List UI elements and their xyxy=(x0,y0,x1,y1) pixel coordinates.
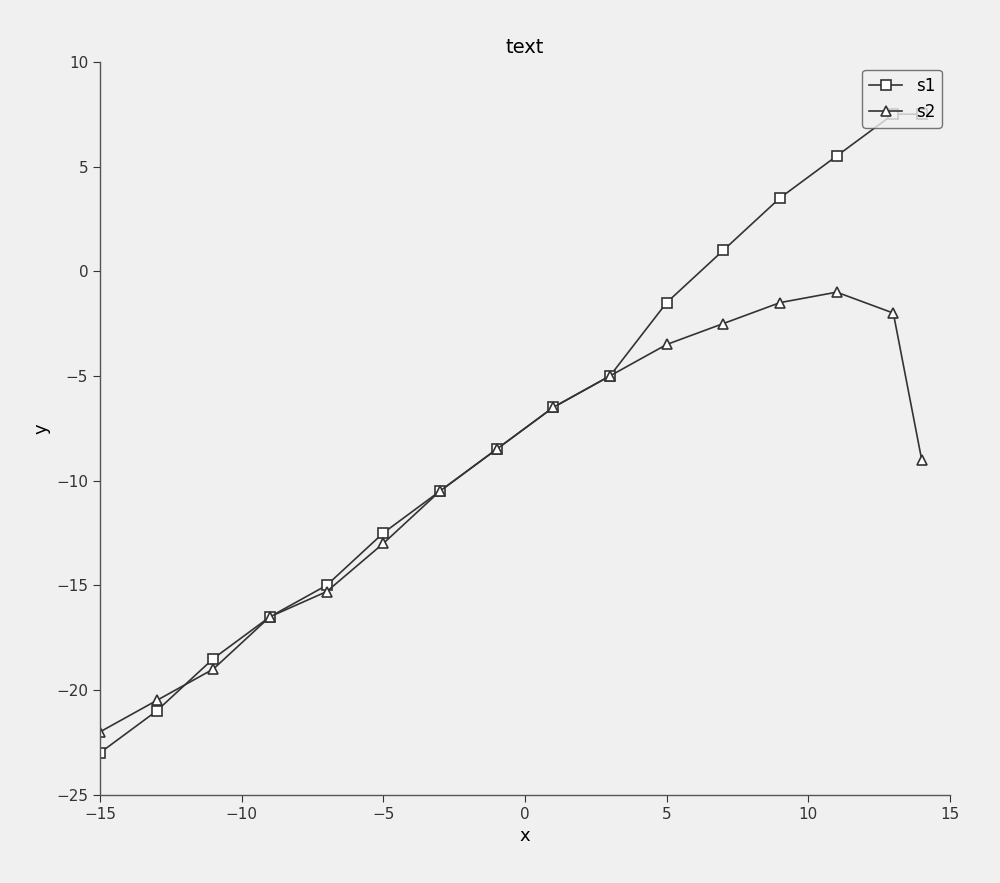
s2 xyxy=(547,402,559,412)
s2 xyxy=(151,695,163,706)
s1 xyxy=(831,151,843,162)
s1 xyxy=(547,402,559,412)
s1 xyxy=(264,611,276,622)
Y-axis label: y: y xyxy=(33,423,51,434)
s2 xyxy=(264,611,276,622)
X-axis label: x: x xyxy=(520,827,530,845)
s1 xyxy=(604,371,616,381)
s1 xyxy=(774,192,786,203)
s1 xyxy=(321,580,333,591)
s1 xyxy=(916,109,928,119)
s2 xyxy=(321,586,333,597)
Line: s1: s1 xyxy=(95,109,927,758)
s2 xyxy=(774,298,786,308)
s2 xyxy=(831,287,843,298)
s1 xyxy=(491,444,503,455)
Title: text: text xyxy=(506,39,544,57)
s2 xyxy=(94,727,106,737)
s1 xyxy=(151,706,163,716)
s1 xyxy=(434,486,446,496)
Legend: s1, s2: s1, s2 xyxy=(862,70,942,128)
Line: s2: s2 xyxy=(95,287,927,736)
s2 xyxy=(377,538,389,548)
s2 xyxy=(604,371,616,381)
s2 xyxy=(491,444,503,455)
s2 xyxy=(717,318,729,328)
s2 xyxy=(916,455,928,465)
s2 xyxy=(434,486,446,496)
s2 xyxy=(661,339,673,350)
s2 xyxy=(207,664,219,675)
s1 xyxy=(887,109,899,119)
s1 xyxy=(207,653,219,664)
s1 xyxy=(94,748,106,758)
s1 xyxy=(661,298,673,308)
s2 xyxy=(887,308,899,319)
s1 xyxy=(717,245,729,255)
s1 xyxy=(377,528,389,539)
